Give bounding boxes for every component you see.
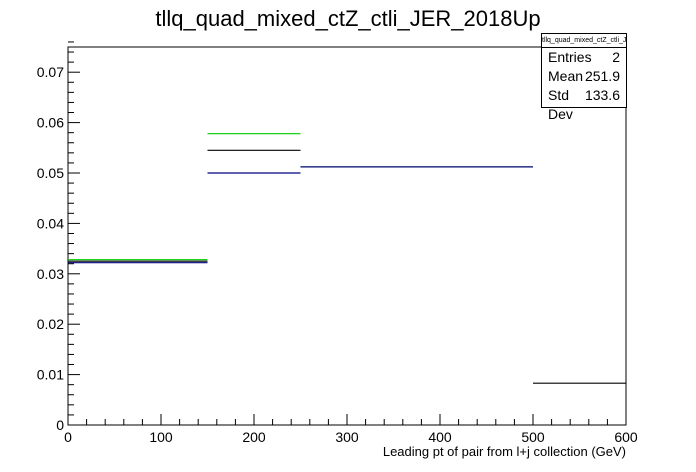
y-tick-label: 0.05 (37, 165, 64, 181)
y-tick-label: 0.04 (37, 215, 64, 231)
histogram-series (68, 133, 626, 384)
stats-value: 2 (612, 49, 620, 65)
stats-row-entries: Entries 2 (542, 48, 626, 67)
x-tick-label: 200 (242, 429, 266, 445)
stats-label: Entries (548, 49, 592, 65)
chart-title: tllq_quad_mixed_ctZ_ctli_JER_2018Up (155, 6, 540, 31)
stats-value: 133.6 (584, 87, 620, 103)
x-tick-label: 300 (335, 429, 359, 445)
x-tick-label: 400 (428, 429, 452, 445)
stats-label: Mean (548, 68, 584, 84)
y-tick-label: 0.07 (37, 64, 64, 80)
x-axis-label: Leading pt of pair from l+j collection (… (383, 444, 626, 459)
stats-box: tllq_quad_mixed_ctZ_ctli_JER_2018Up Entr… (541, 33, 627, 122)
x-tick-label: 100 (149, 429, 173, 445)
y-tick-label: 0.06 (37, 115, 64, 131)
stats-row-mean: Mean 251.9 (542, 67, 626, 86)
stats-label: Std Dev (548, 87, 573, 122)
x-tick-label: 500 (521, 429, 545, 445)
x-tick-label: 600 (614, 429, 638, 445)
stats-value: 251.9 (584, 68, 620, 84)
stats-row-stddev: Std Dev 133.6 (542, 86, 626, 122)
stats-title: tllq_quad_mixed_ctZ_ctli_JER_2018Up (542, 34, 626, 48)
x-axis: 0 100 200 300 400 500 600 (64, 414, 638, 445)
y-axis: 0 0.01 0.02 0.03 0.04 0.05 0.06 0.07 (37, 41, 80, 433)
y-tick-label: 0 (56, 417, 64, 433)
y-tick-label: 0.02 (37, 316, 64, 332)
x-tick-label: 0 (64, 429, 72, 445)
y-tick-label: 0.01 (37, 367, 64, 383)
y-tick-label: 0.03 (37, 266, 64, 282)
